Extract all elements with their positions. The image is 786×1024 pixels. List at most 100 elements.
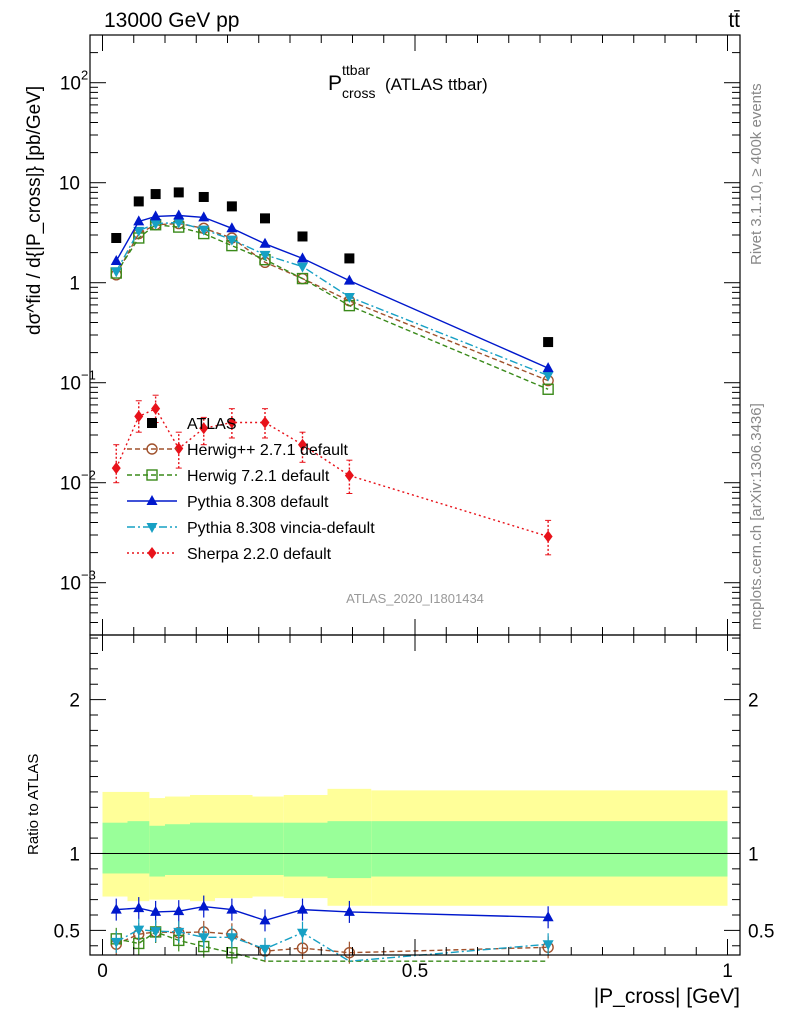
main-frame — [89, 34, 741, 636]
legend-item: ATLAS — [147, 416, 237, 433]
ratio-y-tick-label: 2 — [69, 691, 80, 712]
ratio-line — [116, 905, 549, 922]
series-line — [115, 222, 549, 382]
ratio-point — [198, 933, 210, 944]
chart-title: P — [328, 72, 342, 95]
series-line — [115, 224, 549, 390]
data-point — [343, 292, 355, 303]
ratio-point — [542, 940, 554, 951]
data-point — [133, 226, 145, 237]
legend-label: ATLAS — [187, 416, 237, 433]
ratio-point — [173, 905, 185, 916]
uncertainty-band-stat — [127, 821, 150, 874]
ratio-series-herwig-7-2-1-default — [110, 920, 549, 964]
title-suffix: (ATLAS ttbar) — [385, 75, 488, 94]
data-point — [542, 371, 554, 382]
data-point — [542, 383, 554, 395]
ratio-series-pythia-8-308-vincia-default — [110, 918, 554, 962]
y-tick-label: 10 — [59, 174, 80, 195]
analysis-id: ATLAS_2020_I1801434 — [346, 591, 484, 606]
ratio-panel: 0.5 0.5 1 1 2 2 0 0.5 1 Ratio to ATLAS |P_cross|… — [25, 634, 774, 1008]
legend-item: Sherpa 2.2.0 default — [127, 546, 332, 563]
data-point — [173, 209, 185, 220]
data-point — [150, 210, 162, 221]
ratio-series-pythia-8-308-default — [110, 895, 554, 932]
ratio-point — [226, 933, 238, 944]
series-line — [115, 214, 549, 369]
data-point — [260, 213, 270, 224]
x-axis-title: |P_cross| [GeV] — [594, 985, 740, 1008]
ratio-line — [116, 931, 549, 962]
ratio-line — [115, 931, 549, 954]
data-point — [344, 253, 355, 264]
data-point — [227, 416, 237, 429]
data-point — [173, 187, 184, 198]
title-main: P — [328, 72, 342, 95]
ratio-point — [110, 903, 122, 914]
uncertainty-band-stat — [371, 821, 728, 877]
series-line — [115, 221, 549, 377]
ratio-y-tick-label: 1 — [69, 844, 80, 865]
data-point — [199, 422, 209, 435]
data-point — [296, 272, 309, 285]
series-pythia-8-308-vincia-default — [110, 218, 554, 382]
process-label: tt̄ — [728, 9, 740, 32]
ratio-point — [133, 902, 145, 913]
ylabel-text: dσ^fid / d{|P_cross|} [pb/GeV] — [24, 86, 45, 335]
data-point — [110, 267, 122, 278]
legend-label: Herwig 7.2.1 default — [187, 468, 330, 485]
ratio-point — [343, 946, 356, 959]
title-sub: cross — [342, 85, 375, 101]
legend-item: Herwig++ 2.7.1 default — [127, 442, 349, 459]
y-tick-label: 10 — [60, 374, 81, 395]
x-tick-label: 1 — [722, 961, 733, 982]
data-point — [134, 410, 144, 423]
data-point — [343, 274, 355, 285]
legend-label: Pythia 8.308 default — [187, 494, 329, 511]
ratio-y-tick-label-right: 0.5 — [748, 921, 774, 942]
data-point — [198, 225, 210, 236]
ratio-point — [198, 900, 210, 911]
ratio-point — [259, 914, 271, 925]
x-tick-label: 0.5 — [402, 961, 428, 982]
y-tick-exponent: −2 — [81, 468, 96, 483]
mcplots-label: mcplots.cern.ch [arXiv:1306.3436] — [748, 403, 765, 630]
legend-marker — [146, 469, 158, 481]
ratio-point — [150, 927, 162, 938]
ratio-point — [259, 944, 271, 955]
legend-marker — [146, 443, 158, 455]
legend-marker — [147, 418, 157, 428]
data-point — [173, 218, 185, 229]
ratio-y-tick-label-right: 2 — [748, 691, 759, 712]
legend-item: Herwig 7.2.1 default — [127, 468, 330, 485]
y-tick-exponent: −1 — [81, 368, 96, 383]
y-tick-label: 10 — [60, 74, 81, 95]
series-sherpa-2-2-0-default — [111, 394, 553, 556]
energy-label: 13000 GeV pp — [104, 9, 239, 32]
ratio-ylabel: Ratio to ATLAS — [25, 754, 42, 855]
uncertainty-band-stat — [149, 825, 165, 877]
data-point — [226, 222, 238, 233]
ratio-point — [173, 927, 185, 938]
ratio-point — [343, 905, 355, 916]
ratio-point — [110, 937, 122, 948]
data-point — [259, 237, 271, 248]
data-point — [151, 402, 161, 415]
data-point — [198, 211, 210, 222]
ratio-point — [297, 928, 308, 939]
ratio-series-herwig-2-7-1-default — [110, 920, 554, 964]
uncertainty-band-stat — [165, 824, 190, 875]
series-atlas — [111, 187, 554, 348]
data-point — [542, 362, 554, 373]
ratio-line — [115, 928, 549, 962]
uncertainty-band-stat — [252, 822, 284, 875]
data-point — [110, 254, 122, 265]
data-point — [344, 469, 354, 482]
series-pythia-8-308-default — [110, 209, 554, 373]
ratio-point — [542, 911, 554, 922]
data-point — [297, 262, 308, 273]
uncertainty-band-stat — [190, 822, 215, 875]
legend-marker — [147, 547, 157, 559]
series-herwig-7-2-1-default — [110, 219, 554, 395]
